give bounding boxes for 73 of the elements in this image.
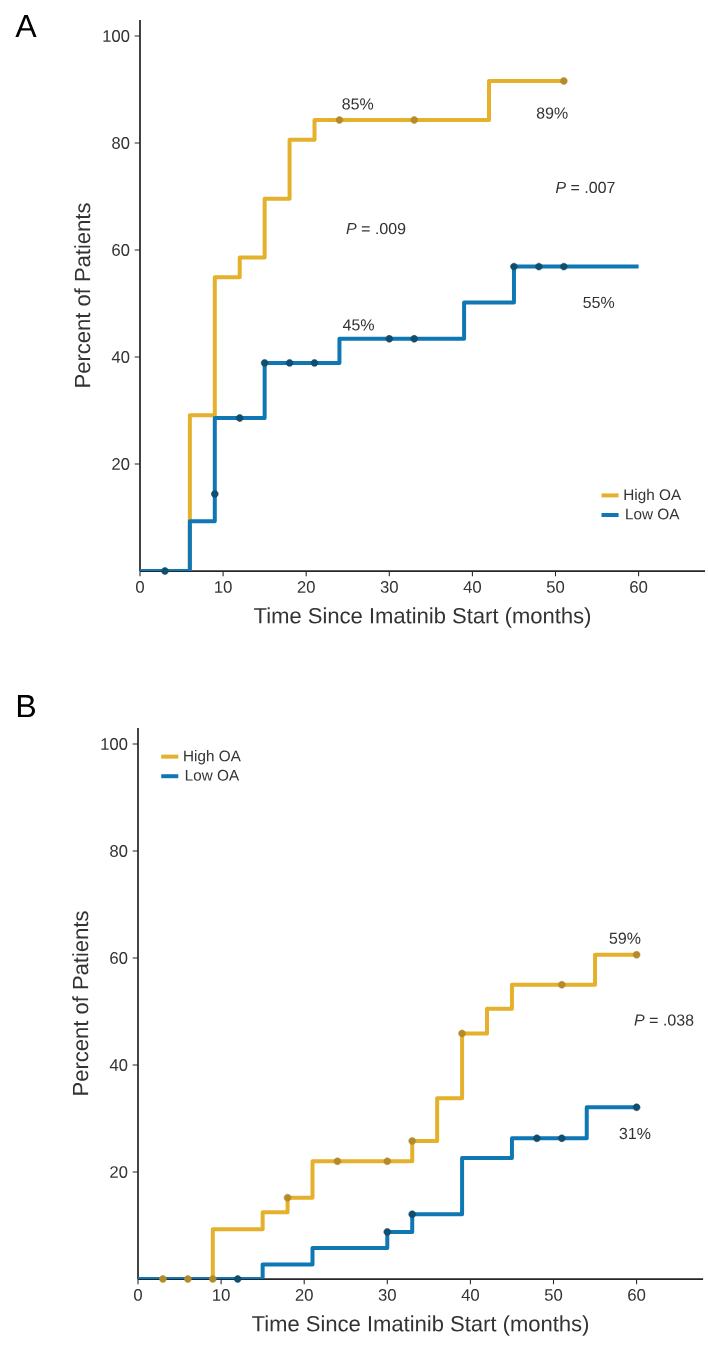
point bbox=[383, 1157, 392, 1166]
point bbox=[510, 262, 518, 271]
y-tick-label: 40 bbox=[111, 351, 130, 363]
point bbox=[335, 116, 344, 124]
x-tick-label: 50 bbox=[544, 1289, 563, 1301]
y-tick-label: 80 bbox=[110, 845, 128, 857]
point bbox=[558, 1134, 566, 1143]
point bbox=[632, 951, 641, 959]
chart-title: B bbox=[17, 695, 35, 718]
y-tick-label: 20 bbox=[110, 1166, 128, 1178]
x-tick-label: 0 bbox=[134, 1289, 142, 1301]
point bbox=[310, 359, 319, 367]
point bbox=[211, 490, 219, 498]
x-tick-label: 50 bbox=[546, 581, 565, 593]
annotation: P = .038 bbox=[634, 1014, 694, 1026]
chart-title: A bbox=[15, 15, 37, 38]
y-axis-title: Percent of Patients bbox=[74, 203, 91, 387]
y-tick-label: 60 bbox=[110, 952, 128, 964]
point bbox=[383, 1228, 392, 1236]
point bbox=[333, 1157, 342, 1166]
x-tick-label: 60 bbox=[630, 581, 648, 593]
point bbox=[535, 262, 543, 271]
y-tick-label: 60 bbox=[112, 244, 130, 256]
x-axis-title: Time Since Imatinib Start (months) bbox=[252, 1315, 589, 1336]
y-tick-label: 40 bbox=[109, 1059, 128, 1071]
annotation: P = .009 bbox=[346, 222, 406, 235]
annotation: 45% bbox=[342, 319, 374, 331]
point bbox=[184, 1275, 192, 1283]
x-tick-label: 40 bbox=[461, 1289, 480, 1301]
y-tick-label: 100 bbox=[103, 30, 130, 42]
annotation: 89% bbox=[536, 107, 568, 119]
legend-label: High OA bbox=[184, 750, 241, 765]
legend-label: Low OA bbox=[185, 769, 240, 781]
point bbox=[560, 77, 568, 85]
point bbox=[410, 116, 418, 124]
point bbox=[533, 1134, 541, 1143]
x-tick-label: 0 bbox=[136, 581, 144, 593]
point bbox=[260, 359, 269, 367]
point bbox=[233, 1275, 242, 1283]
point bbox=[235, 414, 244, 422]
x-tick-label: 60 bbox=[628, 1289, 646, 1301]
point bbox=[385, 335, 394, 343]
annotation: 55% bbox=[583, 296, 615, 309]
x-tick-label: 30 bbox=[378, 1289, 396, 1301]
x-tick-label: 40 bbox=[463, 581, 482, 593]
legend-label: Low OA bbox=[626, 508, 680, 520]
legend-label: High OA bbox=[624, 488, 682, 504]
x-tick-label: 10 bbox=[213, 1289, 230, 1301]
annotation: 59% bbox=[609, 932, 641, 944]
point bbox=[458, 1029, 466, 1038]
point bbox=[159, 1275, 167, 1283]
x-tick-label: 10 bbox=[215, 581, 232, 593]
point bbox=[410, 335, 418, 343]
point bbox=[558, 981, 566, 989]
x-tick-label: 30 bbox=[380, 581, 398, 593]
point bbox=[285, 359, 294, 367]
point bbox=[408, 1137, 416, 1145]
x-tick-label: 20 bbox=[297, 581, 315, 593]
annotation: P = .007 bbox=[555, 181, 615, 194]
point bbox=[408, 1210, 416, 1219]
point bbox=[161, 567, 169, 575]
y-tick-label: 100 bbox=[101, 738, 128, 750]
y-tick-label: 80 bbox=[112, 137, 130, 149]
y-tick-label: 20 bbox=[112, 458, 130, 470]
annotation: 85% bbox=[342, 98, 374, 110]
point bbox=[283, 1193, 292, 1202]
x-tick-label: 20 bbox=[295, 1289, 313, 1301]
point bbox=[632, 1103, 641, 1112]
point bbox=[209, 1275, 217, 1283]
point bbox=[560, 262, 568, 271]
annotation: 31% bbox=[619, 1127, 651, 1140]
x-axis-title: Time Since Imatinib Start (months) bbox=[254, 607, 591, 628]
y-axis-title: Percent of Patients bbox=[72, 911, 89, 1095]
